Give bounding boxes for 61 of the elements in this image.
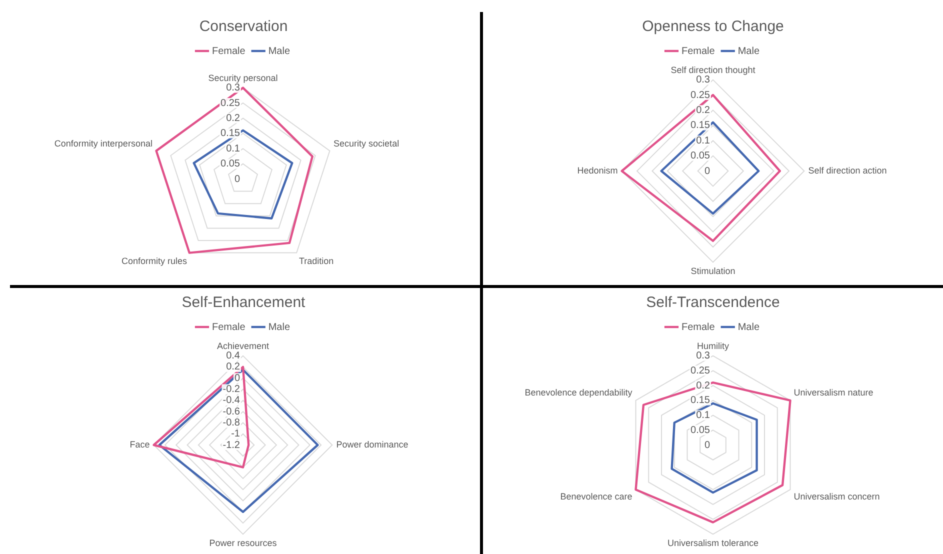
spoke-label: Security societal xyxy=(334,138,400,149)
y-tick-label: -1.2 xyxy=(222,440,240,451)
y-tick-label: 0.3 xyxy=(696,74,710,86)
y-tick-label: 0.05 xyxy=(220,158,240,170)
spoke-label: Universalism nature xyxy=(794,387,874,398)
chart-title: Self-Transcendence xyxy=(646,294,780,312)
y-tick-label: 0.15 xyxy=(690,120,710,132)
y-tick-label: -0.8 xyxy=(222,417,240,428)
spoke-label: Self direction action xyxy=(808,165,887,176)
y-tick-label: 0 xyxy=(704,440,710,451)
chart-title: Conservation xyxy=(199,18,288,36)
legend-label: Female xyxy=(212,322,246,333)
spoke-label: Benevolence dependability xyxy=(524,387,633,398)
y-tick-label: -1 xyxy=(231,428,240,440)
y-tick-label: -0.6 xyxy=(222,406,240,418)
y-tick-label: 0.2 xyxy=(226,362,240,373)
y-tick-label: 0.4 xyxy=(226,350,240,362)
spoke-label: Universalism tolerance xyxy=(667,538,759,548)
spoke-label: Humility xyxy=(696,340,730,351)
y-tick-label: 0.1 xyxy=(696,135,710,146)
y-tick-label: 0.1 xyxy=(226,143,240,154)
spoke-label: Hedonism xyxy=(577,165,618,176)
y-tick-label: 0.1 xyxy=(696,410,710,422)
y-tick-label: 0.25 xyxy=(220,98,240,109)
y-tick-label: 0 xyxy=(704,166,710,177)
spoke-label: Achievement xyxy=(216,340,270,351)
spoke-label: Tradition xyxy=(298,256,334,266)
legend-label: Male xyxy=(268,322,290,333)
spoke-label: Stimulation xyxy=(690,266,736,276)
y-tick-label: 0.2 xyxy=(226,112,240,124)
spoke-label: Power dominance xyxy=(336,439,408,450)
y-tick-label: 0.25 xyxy=(690,365,710,376)
spoke-label: Conformity rules xyxy=(122,256,188,266)
chart-title: Self-Enhancement xyxy=(182,294,306,312)
spoke-label: Universalism concern xyxy=(794,491,880,502)
legend-label: Male xyxy=(738,46,760,57)
y-tick-label: 0.3 xyxy=(226,82,240,94)
y-tick-label: 0.05 xyxy=(690,150,710,162)
y-tick-label: -0.4 xyxy=(222,395,240,406)
y-tick-label: 0.2 xyxy=(696,380,710,392)
spoke-label: Self direction thought xyxy=(670,64,756,75)
legend-label: Male xyxy=(268,46,290,57)
y-tick-label: -0.2 xyxy=(222,384,240,395)
spoke-label: Security personal xyxy=(208,72,278,83)
legend-label: Female xyxy=(681,322,716,333)
y-tick-label: 0.15 xyxy=(690,395,710,406)
spoke-label: Benevolence care xyxy=(560,491,632,502)
legend-label: Male xyxy=(738,322,760,333)
spoke-label: Conformity interpersonal xyxy=(54,138,152,149)
y-tick-label: 0.2 xyxy=(696,104,710,116)
spoke-label: Power resources xyxy=(209,538,278,548)
chart-title: Openness to Change xyxy=(642,18,784,36)
y-tick-label: 0.15 xyxy=(220,128,240,140)
spoke-label: Face xyxy=(130,439,150,450)
legend-label: Female xyxy=(681,46,716,57)
y-tick-label: 0 xyxy=(234,372,240,384)
legend-label: Female xyxy=(212,46,246,57)
y-tick-label: 0 xyxy=(234,174,240,185)
y-tick-label: 0.05 xyxy=(690,424,710,436)
y-tick-label: 0.25 xyxy=(690,90,710,101)
y-tick-label: 0.3 xyxy=(696,350,710,362)
